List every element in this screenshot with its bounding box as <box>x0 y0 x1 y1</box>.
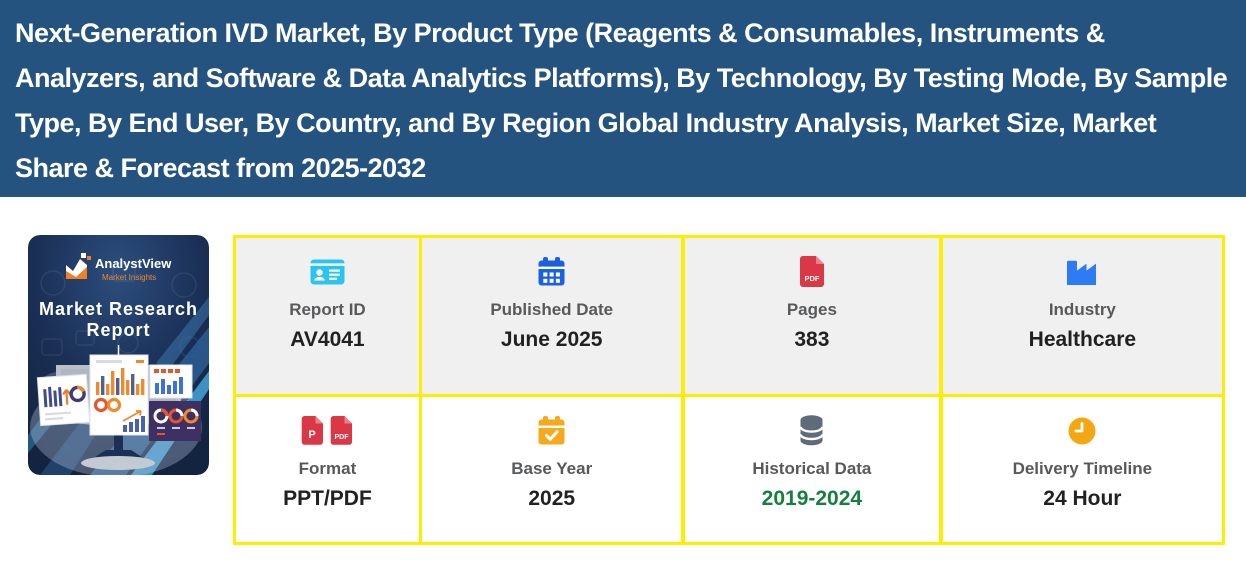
page-title: Next-Generation IVD Market, By Product T… <box>15 18 1228 183</box>
database-icon <box>799 414 825 447</box>
info-label: Base Year <box>511 459 593 479</box>
brand-name: AnalystView <box>95 256 172 271</box>
info-cell-pages: PDF Pages 383 <box>684 238 940 394</box>
info-label: Industry <box>1048 300 1116 319</box>
info-cell-delivery-timeline: Delivery Timeline 24 Hour <box>942 397 1222 542</box>
info-cell-historical-data: Historical Data 2019-2024 <box>684 397 940 542</box>
report-info-grid: Report ID AV4041 Published Date June 202… <box>233 235 1225 545</box>
brand-tagline: Market Insights <box>102 273 156 282</box>
info-value: 2025 <box>528 487 576 511</box>
info-label: Format <box>298 459 357 479</box>
id-card-icon <box>310 255 345 288</box>
info-value: June 2025 <box>500 328 603 351</box>
svg-text:P: P <box>309 429 316 441</box>
svg-text:PDF: PDF <box>804 274 819 283</box>
ppt-pdf-file-icons: P PDF <box>301 414 353 447</box>
chart-doc-center <box>89 354 149 436</box>
info-value: 24 Hour <box>1043 487 1122 511</box>
info-cell-format: P PDF Format PPT/PDF <box>236 397 419 542</box>
cover-title-line2: Report <box>87 320 151 340</box>
info-value: 383 <box>794 328 830 351</box>
info-label: Pages <box>786 300 837 319</box>
title-banner: Next-Generation IVD Market, By Product T… <box>0 0 1246 197</box>
info-cell-base-year: Base Year 2025 <box>422 397 682 542</box>
chart-doc-left <box>36 373 91 427</box>
ppt-file-icon: P <box>302 416 324 446</box>
info-value: PPT/PDF <box>283 487 372 511</box>
info-value: Healthcare <box>1028 328 1137 351</box>
info-cell-industry: Industry Healthcare <box>942 238 1222 394</box>
info-cell-published-date: Published Date June 2025 <box>422 238 682 394</box>
info-value: AV4041 <box>290 328 365 351</box>
info-label: Delivery Timeline <box>1012 459 1153 479</box>
report-cover-illustration: AnalystView Market Insights Market Resea… <box>28 235 209 475</box>
pdf-file-icon: PDF <box>799 255 825 288</box>
analystview-logo-icon <box>66 253 91 279</box>
dashboard-panel <box>149 401 201 441</box>
info-label: Historical Data <box>752 459 872 479</box>
svg-text:PDF: PDF <box>335 434 350 441</box>
clock-icon <box>1068 414 1096 447</box>
info-label: Report ID <box>289 300 366 319</box>
info-label: Published Date <box>490 300 614 319</box>
report-cover-thumbnail: AnalystView Market Insights Market Resea… <box>28 235 209 475</box>
calendar-check-icon <box>537 414 566 447</box>
factory-icon <box>1066 255 1098 288</box>
chart-doc-right <box>149 364 193 399</box>
info-cell-report-id: Report ID AV4041 <box>236 238 419 394</box>
info-value: 2019-2024 <box>761 487 863 511</box>
pdf-file-icon-small: PDF <box>331 416 353 446</box>
calendar-icon <box>537 255 566 288</box>
cover-title-line1: Market Research <box>39 299 198 319</box>
